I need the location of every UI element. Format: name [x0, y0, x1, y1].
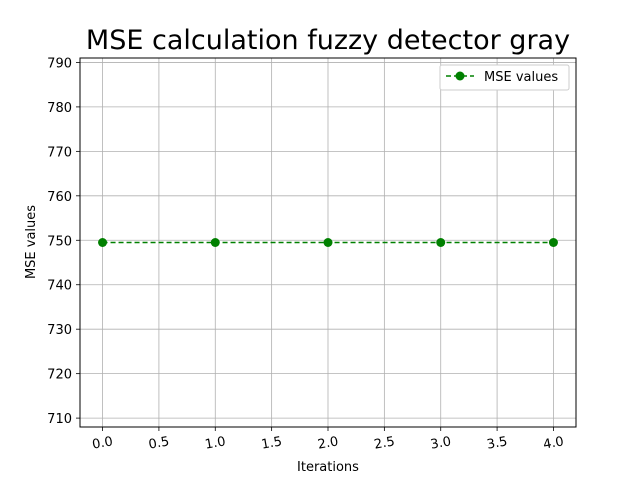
series-layer	[98, 238, 558, 247]
x-axis-label: Iterations	[297, 460, 359, 475]
plot-frame	[79, 57, 577, 428]
data-point	[210, 238, 220, 247]
chart-title: MSE calculation fuzzy detector gray	[86, 25, 570, 56]
data-point	[548, 238, 558, 247]
y-tick-label: 730	[47, 323, 72, 338]
y-tick-label: 770	[47, 145, 72, 160]
data-point	[98, 238, 108, 247]
x-tick-label: 2.5	[373, 434, 396, 452]
y-tick-label: 790	[47, 56, 72, 71]
x-tick-label: 3.5	[486, 434, 509, 452]
x-tick-label: 0.0	[91, 434, 114, 452]
x-tick-label: 1.5	[260, 434, 283, 452]
x-tick-label: 1.0	[204, 434, 227, 452]
legend-marker	[455, 71, 465, 81]
y-tick-label: 740	[47, 279, 72, 294]
y-tick-label: 780	[47, 101, 72, 116]
legend-box	[439, 64, 570, 91]
x-tick-label: 3.0	[429, 434, 452, 452]
x-tick-label: 0.5	[148, 434, 171, 452]
y-axis-ticks: 710 720 730 740 750 760 770 780 790	[47, 56, 80, 427]
legend: MSE values	[439, 64, 570, 91]
data-point	[323, 238, 333, 247]
y-axis-label: MSE values	[24, 205, 39, 279]
x-tick-label: 2.0	[317, 434, 340, 452]
data-point	[436, 238, 446, 247]
y-tick-label: 750	[47, 234, 72, 249]
y-tick-label: 720	[47, 368, 72, 383]
x-axis-ticks: 0.0 0.5 1.0 1.5 2.0 2.5 3.0 3.5 4.0	[91, 427, 565, 453]
y-tick-label: 760	[47, 190, 72, 205]
y-tick-label: 710	[47, 412, 72, 427]
legend-entry-mse-values: MSE values	[484, 70, 558, 85]
x-tick-label: 4.0	[542, 434, 565, 452]
